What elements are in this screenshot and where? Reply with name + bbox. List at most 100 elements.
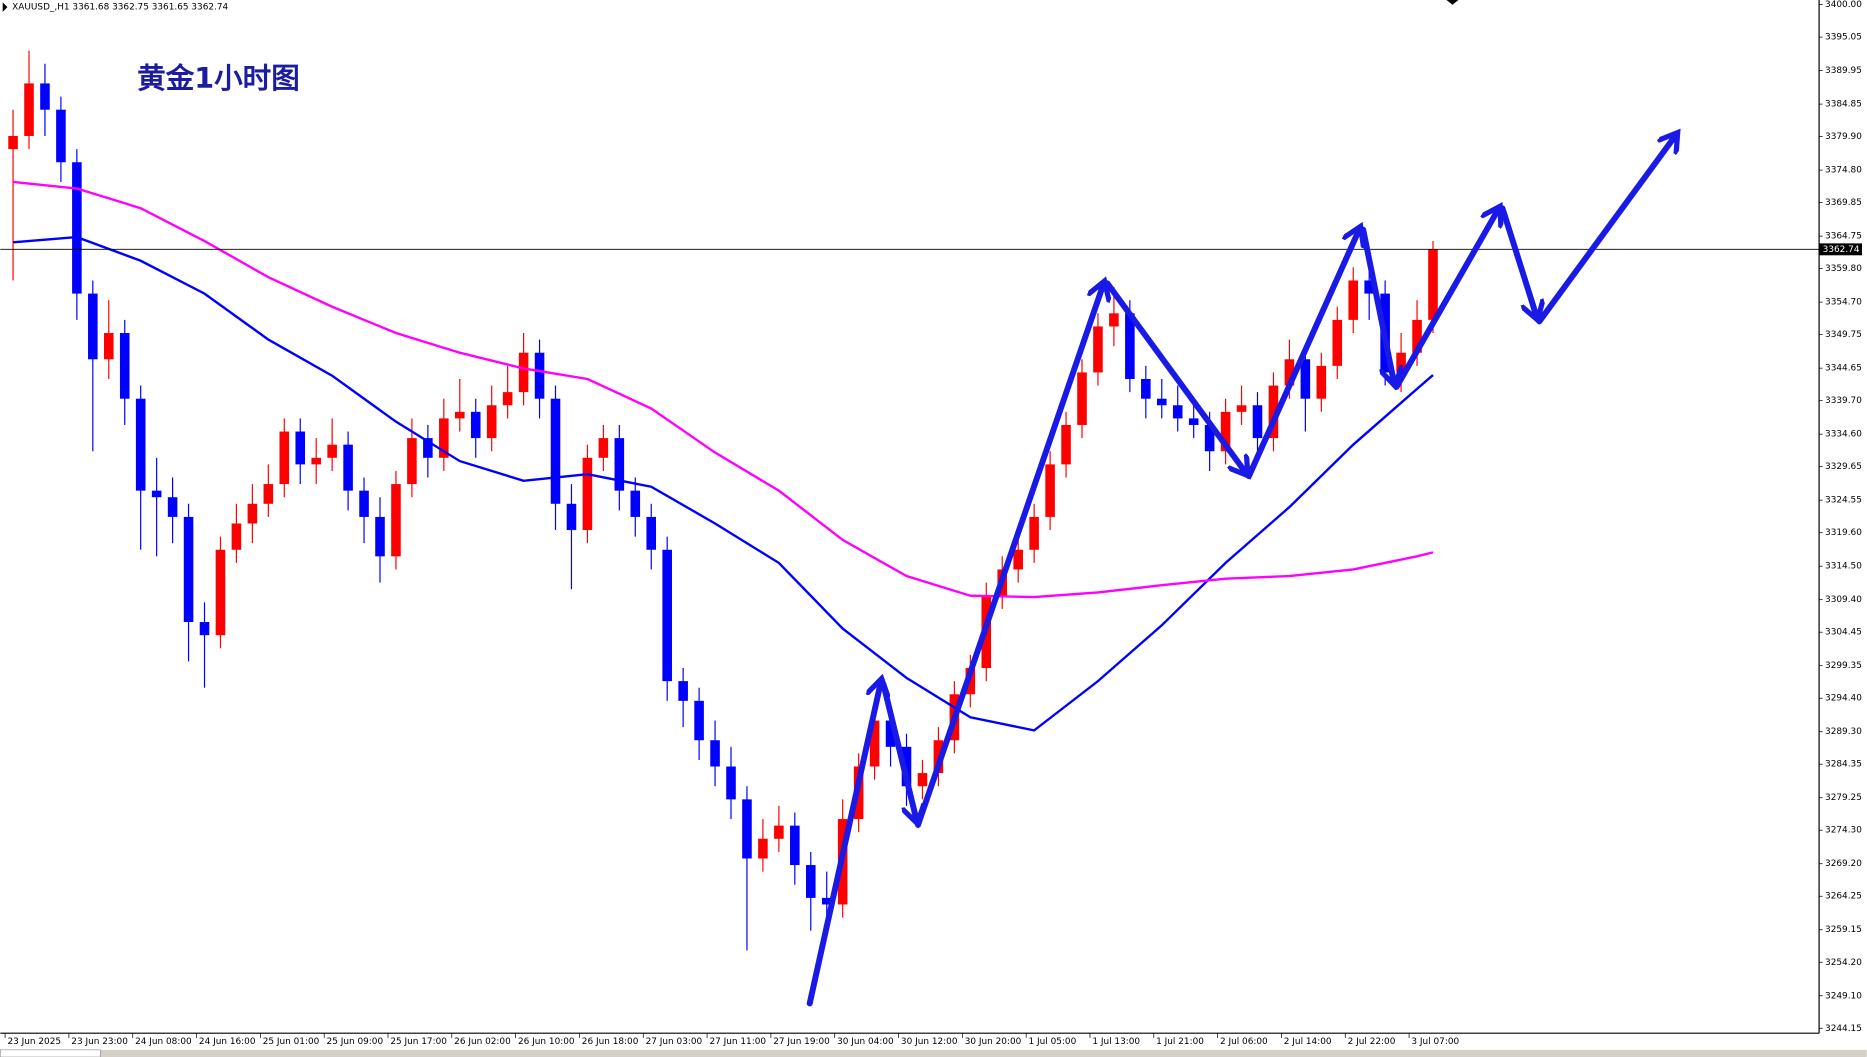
candle-body [279, 431, 290, 485]
moving-average [12, 180, 1434, 599]
candle-body [1109, 313, 1119, 327]
x-tick-label: 26 Jun 18:00 [582, 1037, 639, 1047]
candle-body [518, 352, 529, 393]
arrow [880, 681, 917, 821]
last-price-label: 3362.74 [1823, 245, 1860, 255]
y-tick-label: 3339.70 [1825, 396, 1862, 406]
candle-body [231, 523, 242, 550]
candle-body [88, 293, 98, 360]
y-tick-label: 3294.40 [1825, 694, 1862, 704]
candle-body [550, 398, 561, 504]
candle-body [423, 438, 433, 458]
x-tick-label: 1 Jul 13:00 [1092, 1037, 1140, 1047]
y-tick-label: 3359.80 [1825, 264, 1862, 274]
candle-body [119, 333, 130, 399]
x-tick-label: 25 Jun 17:00 [390, 1037, 447, 1047]
candle-body [454, 411, 465, 419]
candle-body [598, 438, 609, 458]
y-tick-label: 3324.55 [1825, 496, 1862, 506]
y-tick-label: 3379.90 [1825, 132, 1862, 142]
x-tick-label: 25 Jun 09:00 [327, 1037, 384, 1047]
candle-body [1188, 418, 1199, 425]
candle-body [1045, 464, 1055, 517]
candle-body [1029, 516, 1039, 550]
y-tick-label: 3374.80 [1825, 166, 1862, 176]
candle-body [327, 444, 337, 458]
candle-body [1141, 378, 1151, 399]
candle-body [646, 516, 657, 550]
candle-body [1412, 319, 1422, 353]
candle-body [805, 865, 816, 898]
x-tick-label: 26 Jun 02:00 [454, 1037, 511, 1047]
candle-body [56, 109, 66, 163]
x-tick-label: 2 Jul 22:00 [1348, 1037, 1396, 1047]
x-tick-label: 25 Jun 01:00 [263, 1037, 320, 1047]
y-tick-label: 3400.00 [1825, 0, 1862, 10]
candle-body [215, 549, 226, 636]
x-tick-label: 26 Jun 10:00 [518, 1037, 575, 1047]
y-tick-label: 3349.75 [1825, 330, 1862, 340]
candle-body [1348, 280, 1359, 320]
y-tick-label: 3384.85 [1825, 100, 1862, 110]
candle-body [662, 549, 672, 682]
candle-body [614, 438, 625, 491]
candle-body [1172, 405, 1183, 419]
candle-body [1316, 365, 1327, 399]
x-tick-label: 1 Jul 21:00 [1156, 1037, 1204, 1047]
candle-body [1252, 405, 1263, 439]
y-tick-label: 3395.05 [1825, 33, 1862, 43]
candle-body [391, 484, 401, 557]
marker [1446, 0, 1459, 5]
arrow [1536, 135, 1676, 325]
candle-body [678, 681, 688, 701]
x-tick-label: 27 Jun 11:00 [709, 1037, 766, 1047]
candle-body [710, 740, 720, 767]
candle-body [534, 352, 545, 399]
x-tick-label: 30 Jun 04:00 [837, 1037, 894, 1047]
candle-body [8, 135, 18, 150]
arrow [1360, 226, 1394, 384]
x-tick-label: 2 Jul 06:00 [1220, 1037, 1268, 1047]
candle-body [470, 411, 481, 439]
candle-body [790, 825, 800, 866]
candle-body [359, 490, 369, 517]
candle-body [103, 333, 114, 360]
info-label: XAUUSD_,H1 3361.68 3362.75 3361.65 3362.… [12, 3, 228, 13]
candle-body [630, 490, 641, 517]
candle-body [1093, 326, 1103, 373]
y-tick-label: 3319.60 [1825, 528, 1862, 538]
y-tick-label: 3314.50 [1825, 562, 1862, 572]
y-tick-label: 3289.30 [1825, 727, 1862, 737]
annotation-arrows [806, 135, 1677, 1007]
candle-body [1364, 280, 1374, 294]
candle-body [135, 398, 146, 491]
candle-body [24, 83, 34, 136]
arrow [806, 681, 881, 1007]
x-tick-label: 30 Jun 20:00 [965, 1037, 1022, 1047]
y-tick-label: 3244.15 [1825, 1024, 1862, 1034]
y-tick-label: 3249.10 [1825, 991, 1862, 1001]
candle-body [1396, 352, 1406, 373]
x-tick-label: 24 Jun 16:00 [199, 1037, 256, 1047]
y-tick-label: 3274.30 [1825, 826, 1862, 836]
candle-body [1428, 249, 1438, 320]
candle-body [1300, 359, 1311, 399]
candle-body [1204, 424, 1215, 452]
candle-body [167, 497, 178, 517]
y-tick-label: 3354.70 [1825, 298, 1862, 308]
candle-body [151, 490, 162, 498]
y-tick-label: 3269.20 [1825, 859, 1862, 869]
y-tick-label: 3259.15 [1825, 925, 1862, 935]
x-tick-label: 27 Jun 19:00 [773, 1037, 830, 1047]
candle-body [885, 720, 896, 747]
candle-body [582, 457, 593, 531]
x-tick-label: 24 Jun 08:00 [135, 1037, 192, 1047]
x-tick-label: 2 Jul 14:00 [1284, 1037, 1332, 1047]
status-strip [0, 1049, 1867, 1057]
candle-body [295, 431, 306, 465]
candle-body [183, 516, 194, 623]
candle-body [774, 825, 784, 839]
arrow [1499, 205, 1537, 318]
candle-body [439, 418, 449, 458]
x-tick-label: 27 Jun 03:00 [646, 1037, 703, 1047]
